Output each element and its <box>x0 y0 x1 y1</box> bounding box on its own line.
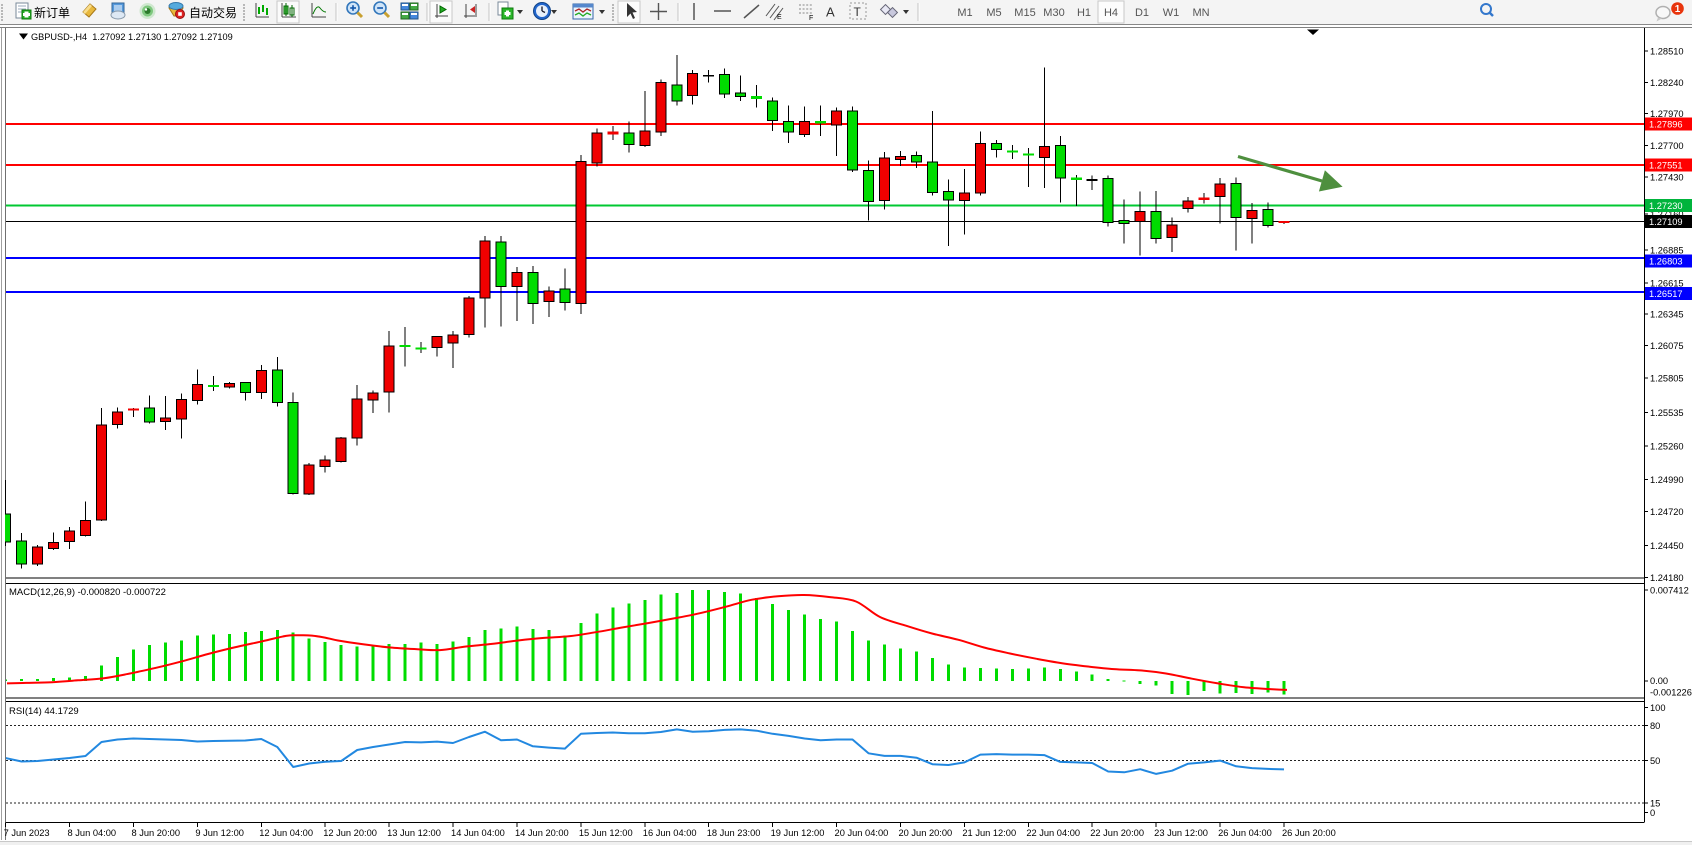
svg-text:自动交易: 自动交易 <box>189 5 237 20</box>
svg-text:1.27896: 1.27896 <box>1649 120 1683 130</box>
svg-text:1.24180: 1.24180 <box>1650 573 1684 583</box>
svg-text:1.25535: 1.25535 <box>1650 408 1684 418</box>
svg-text:W1: W1 <box>1163 7 1180 19</box>
svg-text:20 Jun 20:00: 20 Jun 20:00 <box>898 828 952 838</box>
svg-text:1.26075: 1.26075 <box>1650 341 1684 351</box>
svg-text:1.24990: 1.24990 <box>1650 475 1684 485</box>
svg-text:26 Jun 20:00: 26 Jun 20:00 <box>1282 828 1336 838</box>
svg-text:1.26517: 1.26517 <box>1649 289 1683 299</box>
svg-text:M5: M5 <box>986 7 1001 19</box>
svg-text:D1: D1 <box>1135 7 1149 19</box>
svg-text:GBPUSD-,H4 1.27092 1.27130 1.: GBPUSD-,H4 1.27092 1.27130 1.27092 1.271… <box>31 32 233 42</box>
svg-text:26 Jun 04:00: 26 Jun 04:00 <box>1218 828 1272 838</box>
svg-text:1.27970: 1.27970 <box>1650 109 1684 119</box>
svg-text:M15: M15 <box>1014 7 1035 19</box>
svg-text:1.26803: 1.26803 <box>1649 257 1683 267</box>
svg-text:20 Jun 04:00: 20 Jun 04:00 <box>835 828 889 838</box>
svg-text:新订单: 新订单 <box>34 5 70 20</box>
svg-text:A: A <box>826 5 835 20</box>
svg-text:1.28240: 1.28240 <box>1650 78 1684 88</box>
svg-text:15: 15 <box>1650 799 1660 809</box>
svg-text:1.28510: 1.28510 <box>1650 47 1684 57</box>
svg-text:1.27700: 1.27700 <box>1650 141 1684 151</box>
svg-text:MACD(12,26,9) -0.000820 -0.000: MACD(12,26,9) -0.000820 -0.000722 <box>9 587 166 598</box>
svg-text:M1: M1 <box>957 7 972 19</box>
svg-text:1.26885: 1.26885 <box>1650 246 1684 256</box>
svg-text:H1: H1 <box>1077 7 1091 19</box>
svg-text:F: F <box>809 15 813 22</box>
svg-text:21 Jun 12:00: 21 Jun 12:00 <box>962 828 1016 838</box>
svg-text:1.26345: 1.26345 <box>1650 310 1684 320</box>
svg-text:19 Jun 12:00: 19 Jun 12:00 <box>771 828 825 838</box>
svg-text:E: E <box>777 14 782 21</box>
svg-text:-0.001226: -0.001226 <box>1650 688 1692 698</box>
svg-text:7 Jun 2023: 7 Jun 2023 <box>4 828 50 838</box>
svg-text:0.007412: 0.007412 <box>1650 586 1689 596</box>
svg-text:T: T <box>854 5 862 19</box>
svg-text:8 Jun 04:00: 8 Jun 04:00 <box>68 828 117 838</box>
svg-text:1.26615: 1.26615 <box>1650 279 1684 289</box>
svg-text:1.27230: 1.27230 <box>1649 201 1683 211</box>
svg-text:18 Jun 23:00: 18 Jun 23:00 <box>707 828 761 838</box>
svg-text:15 Jun 12:00: 15 Jun 12:00 <box>579 828 633 838</box>
svg-text:23 Jun 12:00: 23 Jun 12:00 <box>1154 828 1208 838</box>
svg-text:H4: H4 <box>1104 7 1118 19</box>
svg-text:1.27430: 1.27430 <box>1650 173 1684 183</box>
svg-text:50: 50 <box>1650 756 1660 766</box>
svg-text:1.25260: 1.25260 <box>1650 442 1684 452</box>
svg-text:80: 80 <box>1650 721 1660 731</box>
svg-text:M30: M30 <box>1043 7 1064 19</box>
svg-text:1.27551: 1.27551 <box>1649 161 1683 171</box>
svg-text:16 Jun 04:00: 16 Jun 04:00 <box>643 828 697 838</box>
svg-text:1.24720: 1.24720 <box>1650 507 1684 517</box>
svg-text:12 Jun 20:00: 12 Jun 20:00 <box>323 828 377 838</box>
svg-text:1.27109: 1.27109 <box>1649 217 1683 227</box>
svg-text:9 Jun 12:00: 9 Jun 12:00 <box>195 828 244 838</box>
svg-text:1.24450: 1.24450 <box>1650 541 1684 551</box>
svg-text:RSI(14) 44.1729: RSI(14) 44.1729 <box>9 706 79 717</box>
svg-text:0: 0 <box>1650 808 1655 818</box>
svg-text:22 Jun 04:00: 22 Jun 04:00 <box>1026 828 1080 838</box>
svg-text:100: 100 <box>1650 703 1666 713</box>
svg-text:1.27160: 1.27160 <box>1650 210 1684 220</box>
svg-text:22 Jun 20:00: 22 Jun 20:00 <box>1090 828 1144 838</box>
svg-text:13 Jun 12:00: 13 Jun 12:00 <box>387 828 441 838</box>
svg-text:14 Jun 20:00: 14 Jun 20:00 <box>515 828 569 838</box>
svg-text:8 Jun 20:00: 8 Jun 20:00 <box>131 828 180 838</box>
svg-text:1: 1 <box>1675 4 1681 15</box>
svg-text:14 Jun 04:00: 14 Jun 04:00 <box>451 828 505 838</box>
svg-text:1.25805: 1.25805 <box>1650 374 1684 384</box>
svg-text:0.00: 0.00 <box>1650 676 1668 686</box>
svg-text:MN: MN <box>1192 7 1209 19</box>
svg-text:12 Jun 04:00: 12 Jun 04:00 <box>259 828 313 838</box>
